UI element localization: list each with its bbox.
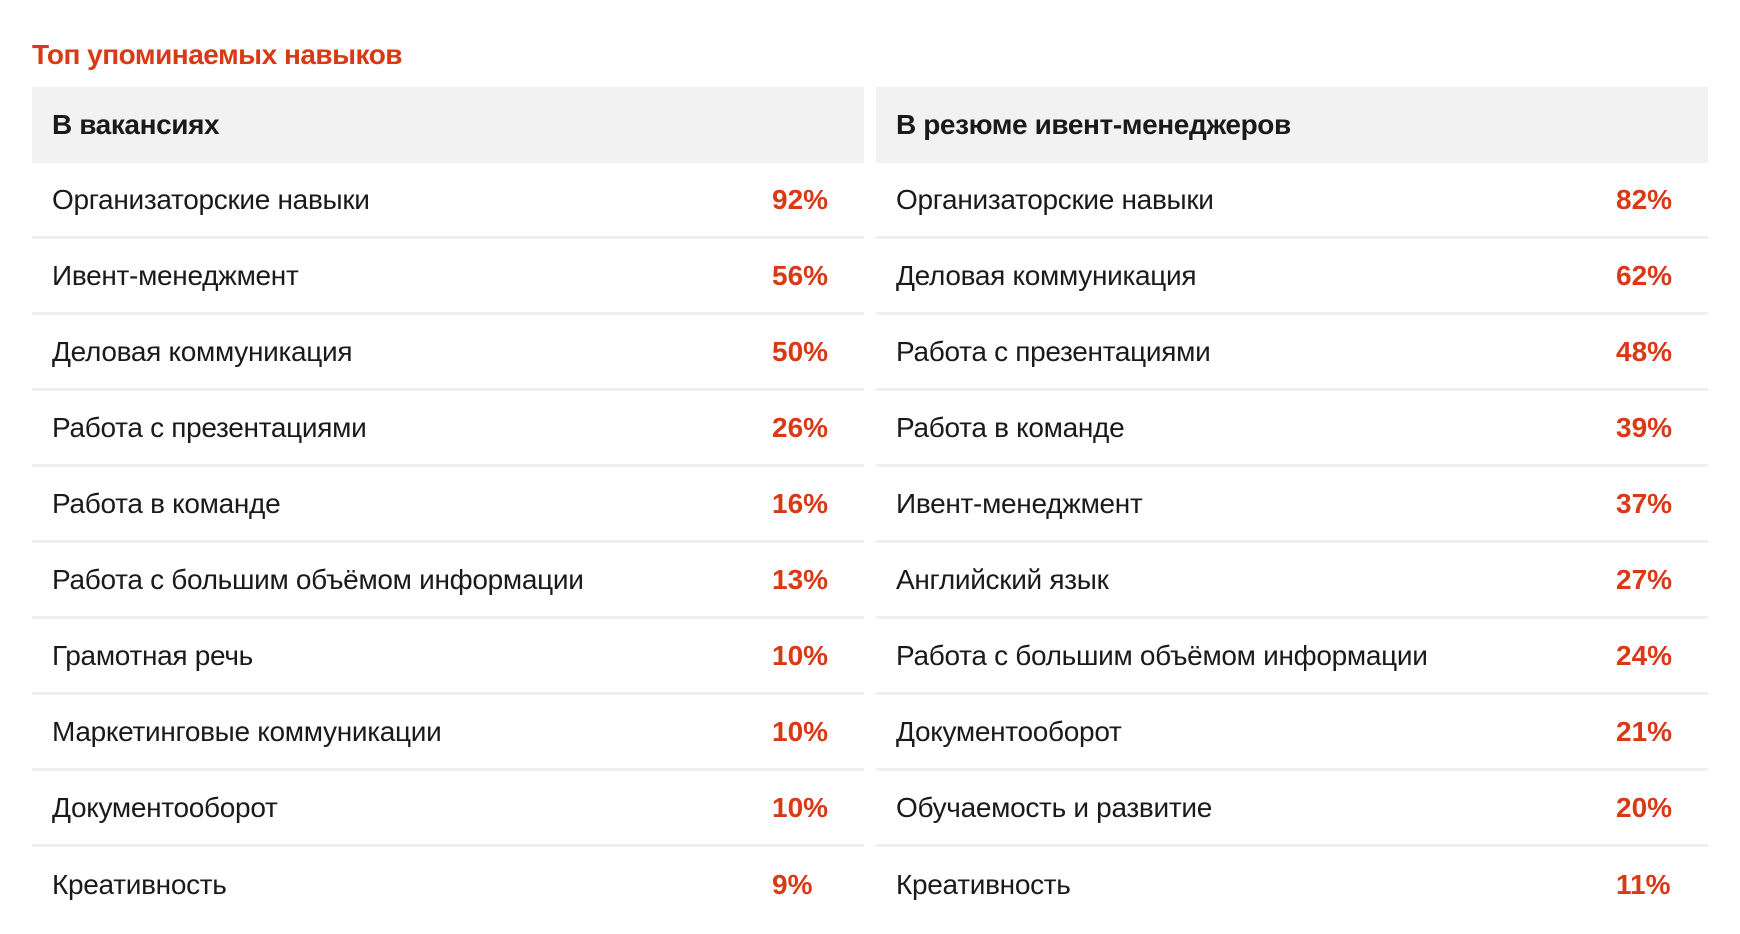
table-row: Грамотная речь 10% — [32, 619, 864, 695]
resumes-rows: Организаторские навыки 82% Деловая комму… — [876, 163, 1708, 923]
table-row: Документооборот 10% — [32, 771, 864, 847]
skill-percent: 9% — [772, 869, 813, 900]
skill-percent: 62% — [1616, 259, 1673, 291]
skill-name: Креативность — [896, 869, 1071, 900]
table-row: Английский язык 27% — [876, 543, 1708, 619]
table-row: Работа с большим объёмом информации 24% — [876, 619, 1708, 695]
skill-percent: 10% — [772, 791, 829, 823]
skill-percent: 10% — [772, 715, 829, 747]
skill-percent: 24% — [1616, 639, 1673, 671]
skill-percent: 21% — [1616, 715, 1673, 747]
resumes-table: В резюме ивент-менеджеров Организаторски… — [876, 87, 1708, 923]
skill-percent: 37% — [1616, 487, 1673, 519]
vacancies-table-header: В вакансиях — [32, 87, 864, 163]
skill-name: Работа с большим объёмом информации — [896, 639, 1428, 671]
skill-name: Работа в команде — [52, 487, 281, 519]
skill-name: Ивент-менеджмент — [52, 259, 299, 291]
table-row: Деловая коммуникация 50% — [32, 315, 864, 391]
skill-percent: 39% — [1616, 411, 1673, 443]
table-row: Работа с большим объёмом информации 13% — [32, 543, 864, 619]
table-row: Креативность 11% — [876, 847, 1708, 923]
table-row: Организаторские навыки 82% — [876, 163, 1708, 239]
table-row: Маркетинговые коммуникации 10% — [32, 695, 864, 771]
table-row: Документооборот 21% — [876, 695, 1708, 771]
skill-percent: 48% — [1616, 335, 1673, 367]
vacancies-rows: Организаторские навыки 92% Ивент-менеджм… — [32, 163, 864, 923]
table-row: Работа в команде 39% — [876, 391, 1708, 467]
skill-percent: 92% — [772, 183, 829, 215]
skill-percent: 16% — [772, 487, 829, 519]
skill-percent: 27% — [1616, 563, 1673, 595]
table-row: Обучаемость и развитие 20% — [876, 771, 1708, 847]
skill-name: Документооборот — [52, 791, 278, 823]
skill-name: Грамотная речь — [52, 639, 253, 671]
skill-percent: 13% — [772, 563, 829, 595]
skill-name: Деловая коммуникация — [52, 335, 353, 367]
skill-name: Организаторские навыки — [52, 183, 370, 215]
table-row: Работа с презентациями 48% — [876, 315, 1708, 391]
table-row: Организаторские навыки 92% — [32, 163, 864, 239]
table-row: Креативность 9% — [32, 847, 864, 923]
skill-percent: 20% — [1616, 791, 1673, 823]
skill-name: Работа с презентациями — [52, 411, 367, 443]
skill-name: Работа в команде — [896, 411, 1125, 443]
skill-name: Организаторские навыки — [896, 183, 1214, 215]
skill-name: Документооборот — [896, 715, 1122, 747]
skill-name: Работа с презентациями — [896, 335, 1211, 367]
skill-percent: 10% — [772, 639, 829, 671]
skill-percent: 11% — [1616, 869, 1671, 900]
table-row: Деловая коммуникация 62% — [876, 239, 1708, 315]
resumes-table-header: В резюме ивент-менеджеров — [876, 87, 1708, 163]
skill-name: Креативность — [52, 869, 227, 900]
skill-percent: 50% — [772, 335, 829, 367]
skill-name: Маркетинговые коммуникации — [52, 715, 442, 747]
table-row: Ивент-менеджмент 56% — [32, 239, 864, 315]
table-row: Ивент-менеджмент 37% — [876, 467, 1708, 543]
skill-name: Ивент-менеджмент — [896, 487, 1143, 519]
page-title: Топ упоминаемых навыков — [32, 39, 403, 70]
tables-container: В вакансиях Организаторские навыки 92% И… — [32, 87, 1708, 923]
skill-percent: 26% — [772, 411, 829, 443]
table-row: Работа с презентациями 26% — [32, 391, 864, 467]
table-row: Работа в команде 16% — [32, 467, 864, 543]
skill-name: Английский язык — [896, 563, 1109, 595]
vacancies-table: В вакансиях Организаторские навыки 92% И… — [32, 87, 864, 923]
skill-percent: 82% — [1616, 183, 1673, 215]
skill-name: Работа с большим объёмом информации — [52, 563, 584, 595]
skill-name: Деловая коммуникация — [896, 259, 1197, 291]
skill-name: Обучаемость и развитие — [896, 791, 1212, 823]
skill-percent: 56% — [772, 259, 829, 291]
